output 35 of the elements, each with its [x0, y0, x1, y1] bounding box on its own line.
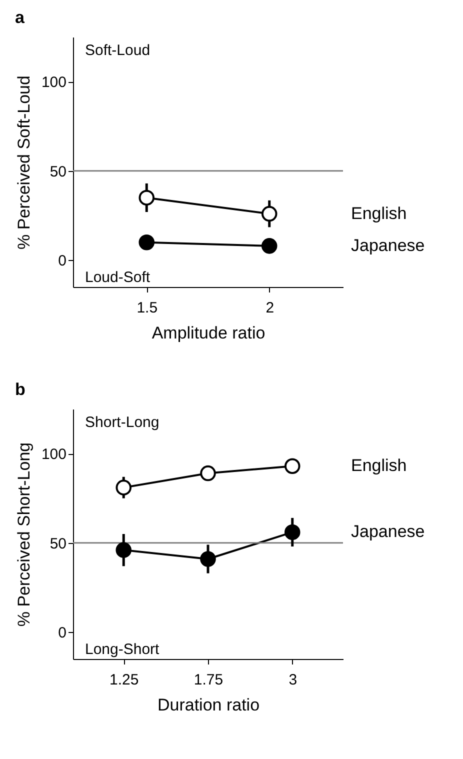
text: Japanese [351, 236, 425, 255]
annotation: Soft-Loud [85, 42, 150, 59]
y-axis-title: % Perceived Soft-Loud [14, 76, 34, 250]
point [261, 206, 278, 222]
y-tick-label: 50 [50, 535, 66, 552]
point [200, 551, 216, 567]
x-tick-label: 2 [266, 300, 274, 316]
text: English [351, 456, 407, 476]
point [138, 234, 155, 250]
annotation: Loud-Soft [85, 269, 151, 286]
x-axis-title: Duration ratio [157, 696, 260, 714]
y-tick-label: 100 [41, 446, 66, 464]
text: English [351, 204, 407, 223]
x-axis-title: Amplitude ratio [152, 324, 266, 342]
point [138, 190, 155, 206]
chart-title: b [14, 380, 26, 399]
point [116, 480, 132, 496]
x-tick-label: 1.5 [136, 300, 158, 316]
x-tick-label: 3 [288, 672, 298, 688]
annotation: Long-Short [85, 641, 160, 658]
chart-title: a [14, 8, 25, 27]
y-tick-label: 0 [58, 252, 66, 270]
y-tick-label: 0 [58, 624, 66, 642]
point [284, 458, 300, 474]
y-tick-label: 100 [41, 74, 66, 92]
point [116, 542, 132, 558]
x-tick-label: 1.75 [194, 672, 224, 688]
x-tick-label: 1.25 [110, 672, 139, 688]
text: Japanese [351, 522, 425, 542]
annotation: Short-Long [85, 414, 160, 431]
y-axis-title: % Perceived Short-Long [14, 442, 34, 627]
y-tick-label: 50 [50, 163, 66, 180]
point [284, 524, 300, 540]
point [261, 238, 278, 254]
point [200, 465, 216, 482]
